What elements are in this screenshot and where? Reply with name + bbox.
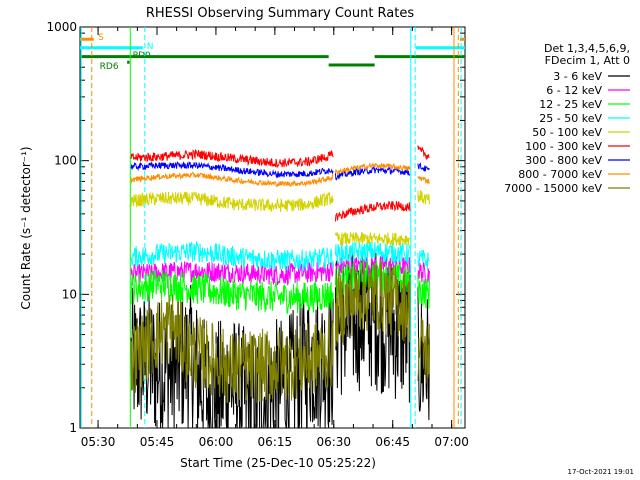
legend-label: 3 - 6 keV <box>553 70 602 83</box>
series-7000-15000-kev <box>130 259 430 404</box>
series-trace <box>130 190 334 213</box>
series-trace <box>334 241 411 265</box>
chart-title: RHESSI Observing Summary Count Rates <box>146 6 415 21</box>
series-trace <box>417 162 430 172</box>
x-axis: 05:30 05:45 06:00 06:15 06:30 06:45 07:00 <box>81 27 469 449</box>
x-axis-label: Start Time (25-Dec-10 05:25:22) <box>180 456 376 470</box>
series-trace <box>417 274 430 309</box>
flag-label: N <box>147 42 154 52</box>
legend-header: Det 1,3,4,5,6,9, <box>544 42 630 55</box>
x-tick-label: 06:15 <box>258 435 293 449</box>
x-tick-label: 06:30 <box>316 435 351 449</box>
legend-label: 50 - 100 keV <box>532 126 602 139</box>
y-tick-label: 10 <box>62 287 77 301</box>
series-12-25-kev <box>130 260 430 315</box>
series-800-7000-kev <box>130 161 430 188</box>
event-markers <box>80 27 462 428</box>
series-trace <box>417 249 430 271</box>
x-tick-label: 05:30 <box>81 435 116 449</box>
series-trace <box>334 260 411 297</box>
legend: Det 1,3,4,5,6,9,FDecim 1, Att 0 3 - 6 keV… <box>504 42 630 195</box>
y-tick-label: 1 <box>69 421 77 435</box>
legend-label: 300 - 800 keV <box>525 154 602 167</box>
series-trace <box>417 190 430 205</box>
series-trace <box>417 176 430 185</box>
footer-timestamp: 17-Oct-2021 19:01 <box>567 468 634 476</box>
y-tick-label: 100 <box>54 154 77 168</box>
x-tick-label: 07:00 <box>434 435 469 449</box>
series-trace <box>334 232 411 247</box>
series-trace <box>334 166 411 181</box>
series-trace <box>130 161 334 179</box>
series-300-800-kev <box>130 161 430 181</box>
y-axis: 1 10 100 1000 <box>46 20 465 435</box>
legend-label: 100 - 300 keV <box>525 140 602 153</box>
series-trace <box>130 148 334 168</box>
plot-frame <box>79 26 466 429</box>
series-trace <box>334 161 411 175</box>
x-tick-label: 06:45 <box>375 435 410 449</box>
y-axis-label: Count Rate (s⁻¹ detector⁻¹) <box>19 146 33 309</box>
series-100-300-kev <box>130 145 430 222</box>
series-trace <box>130 261 334 286</box>
series-trace <box>334 200 411 222</box>
series-trace <box>417 145 430 160</box>
legend-label: 7000 - 15000 keV <box>504 182 602 195</box>
series-trace <box>130 171 334 188</box>
series-trace <box>130 285 334 428</box>
series-trace <box>334 259 411 347</box>
series-trace <box>130 269 334 315</box>
series-trace <box>130 294 334 404</box>
flag-label: RD6 <box>100 62 119 72</box>
x-tick-label: 05:45 <box>140 435 175 449</box>
flag-label: PD0 <box>133 51 151 61</box>
legend-label: 25 - 50 keV <box>539 112 602 125</box>
series-50-100-kev <box>130 190 430 247</box>
flag-label: S <box>98 33 104 43</box>
series-trace <box>130 241 334 273</box>
y-tick-label: 1000 <box>46 20 77 34</box>
series-trace <box>417 317 430 384</box>
legend-label: 12 - 25 keV <box>539 98 602 111</box>
x-tick-label: 06:00 <box>199 435 234 449</box>
series-25-50-kev <box>130 241 430 273</box>
series-group <box>130 145 430 428</box>
legend-label: 800 - 7000 keV <box>518 168 602 181</box>
legend-header: FDecim 1, Att 0 <box>545 54 630 67</box>
legend-label: 6 - 12 keV <box>546 84 602 97</box>
